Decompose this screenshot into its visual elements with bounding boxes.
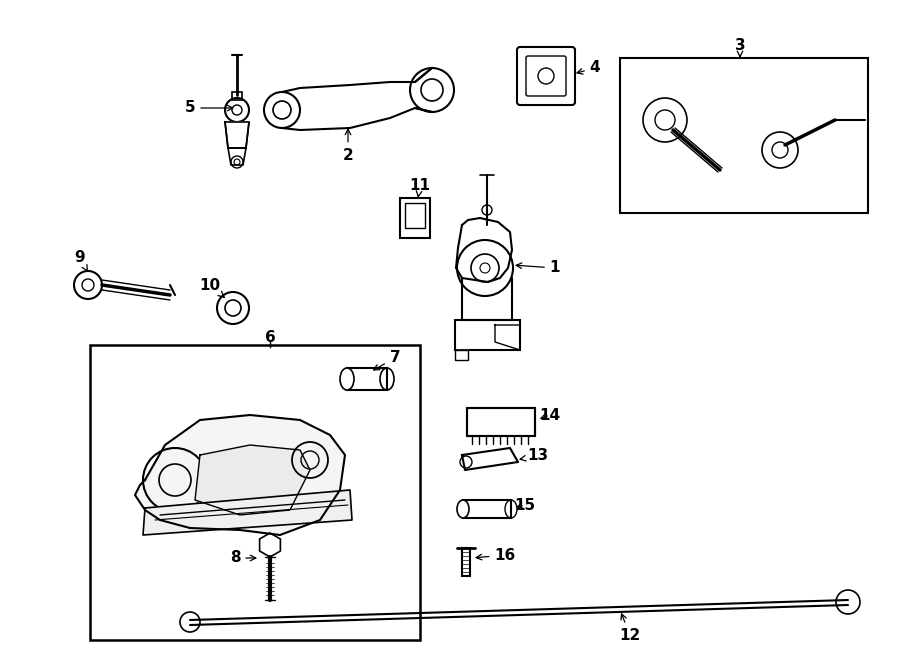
Polygon shape — [228, 148, 246, 165]
Text: 14: 14 — [539, 407, 561, 422]
FancyBboxPatch shape — [517, 47, 575, 105]
Polygon shape — [455, 350, 468, 360]
Text: 10: 10 — [200, 278, 224, 297]
Polygon shape — [135, 415, 345, 535]
Polygon shape — [225, 122, 249, 148]
Bar — [232, 92, 242, 100]
Bar — [463, 500, 511, 518]
Bar — [455, 320, 520, 350]
Text: 8: 8 — [230, 551, 256, 566]
Bar — [400, 198, 430, 238]
Bar — [90, 345, 420, 640]
Text: 11: 11 — [410, 178, 430, 196]
Bar — [467, 408, 535, 436]
Ellipse shape — [340, 368, 354, 390]
Bar — [405, 203, 425, 228]
Text: 12: 12 — [619, 614, 641, 642]
Ellipse shape — [457, 500, 469, 518]
Text: 13: 13 — [520, 449, 549, 463]
Text: 7: 7 — [374, 350, 400, 370]
Text: 6: 6 — [265, 330, 275, 346]
Text: 3: 3 — [734, 38, 745, 57]
Bar — [620, 58, 868, 213]
Polygon shape — [456, 218, 512, 282]
Text: 4: 4 — [577, 61, 600, 75]
Polygon shape — [462, 448, 518, 470]
Text: 2: 2 — [343, 129, 354, 163]
Bar — [467, 408, 535, 436]
Polygon shape — [195, 445, 310, 515]
Text: 9: 9 — [75, 251, 87, 271]
Polygon shape — [143, 490, 352, 535]
Text: 15: 15 — [515, 498, 536, 512]
Text: 5: 5 — [184, 100, 233, 116]
Text: 16: 16 — [476, 547, 516, 563]
Bar — [347, 368, 387, 390]
Bar — [462, 548, 470, 576]
Text: 1: 1 — [517, 260, 560, 276]
